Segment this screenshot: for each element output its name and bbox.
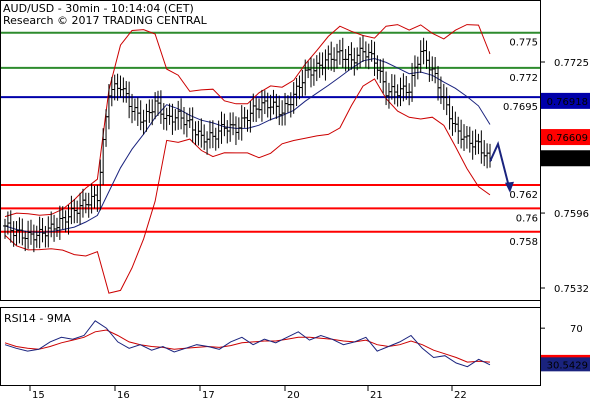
chart-copyright: Research © 2017 TRADING CENTRAL: [3, 14, 208, 27]
price-badges: 0.76918 0.76609 0.76428: [541, 92, 590, 167]
time-tick-label: 16: [117, 390, 130, 400]
price-badge-label: 0.76609: [547, 133, 588, 144]
rsi-tick-label: 70: [570, 324, 583, 335]
price-tick-label: 0.7725: [554, 58, 589, 69]
price-badge: [541, 92, 590, 109]
forecast-arrow: [489, 141, 514, 193]
rsi-ma-line: [4, 329, 491, 363]
level-label: 0.762: [509, 190, 538, 201]
price-badge: [541, 129, 590, 146]
rsi-badges: 33.210330.5429: [541, 354, 590, 372]
price-badge-label: 0.76918: [547, 97, 588, 108]
time-tick-label: 20: [287, 390, 300, 400]
price-axis-ticks: 0.7725 0.7596 0.7532: [540, 58, 589, 295]
price-bars: [3, 35, 492, 253]
level-labels: 0.775 0.772 0.7695 0.762 0.76 0.758: [503, 38, 538, 248]
time-tick-label: 21: [370, 390, 383, 400]
bollinger-upper-line: [4, 24, 491, 218]
price-badge: [541, 150, 590, 167]
bollinger-lower-line: [4, 78, 491, 294]
rsi-title: RSI14 - 9MA: [4, 312, 71, 325]
rsi-line: [4, 320, 491, 368]
moving-average-line: [4, 57, 491, 233]
forecast-arrow-head: [505, 181, 514, 193]
forecast-arrow-line: [489, 141, 511, 192]
time-tick-label: 22: [454, 390, 467, 400]
time-tick-label: 17: [202, 390, 215, 400]
price-badge-label: 0.76428: [547, 154, 588, 165]
price-tick-label: 0.7532: [554, 284, 589, 295]
rsi-plot-frame: [0, 307, 541, 386]
level-label: 0.772: [509, 73, 538, 84]
horizontal-levels: [1, 31, 540, 233]
rsi-badge: [541, 357, 590, 372]
rsi-lines: [4, 320, 491, 368]
level-label: 0.775: [509, 38, 538, 49]
level-label: 0.758: [509, 237, 538, 248]
bollinger-bands: [4, 24, 491, 294]
level-label: 0.76: [516, 213, 538, 224]
level-label: 0.7695: [503, 102, 538, 113]
price-tick-label: 0.7596: [554, 209, 589, 220]
time-axis-ticks: 15 16 17 20 21 22: [29, 386, 467, 400]
time-tick-label: 15: [32, 390, 45, 400]
rsi-badge-label: 30.5429: [547, 360, 588, 371]
chart-title: AUD/USD - 30min - 10:14:04 (CET): [3, 2, 194, 15]
